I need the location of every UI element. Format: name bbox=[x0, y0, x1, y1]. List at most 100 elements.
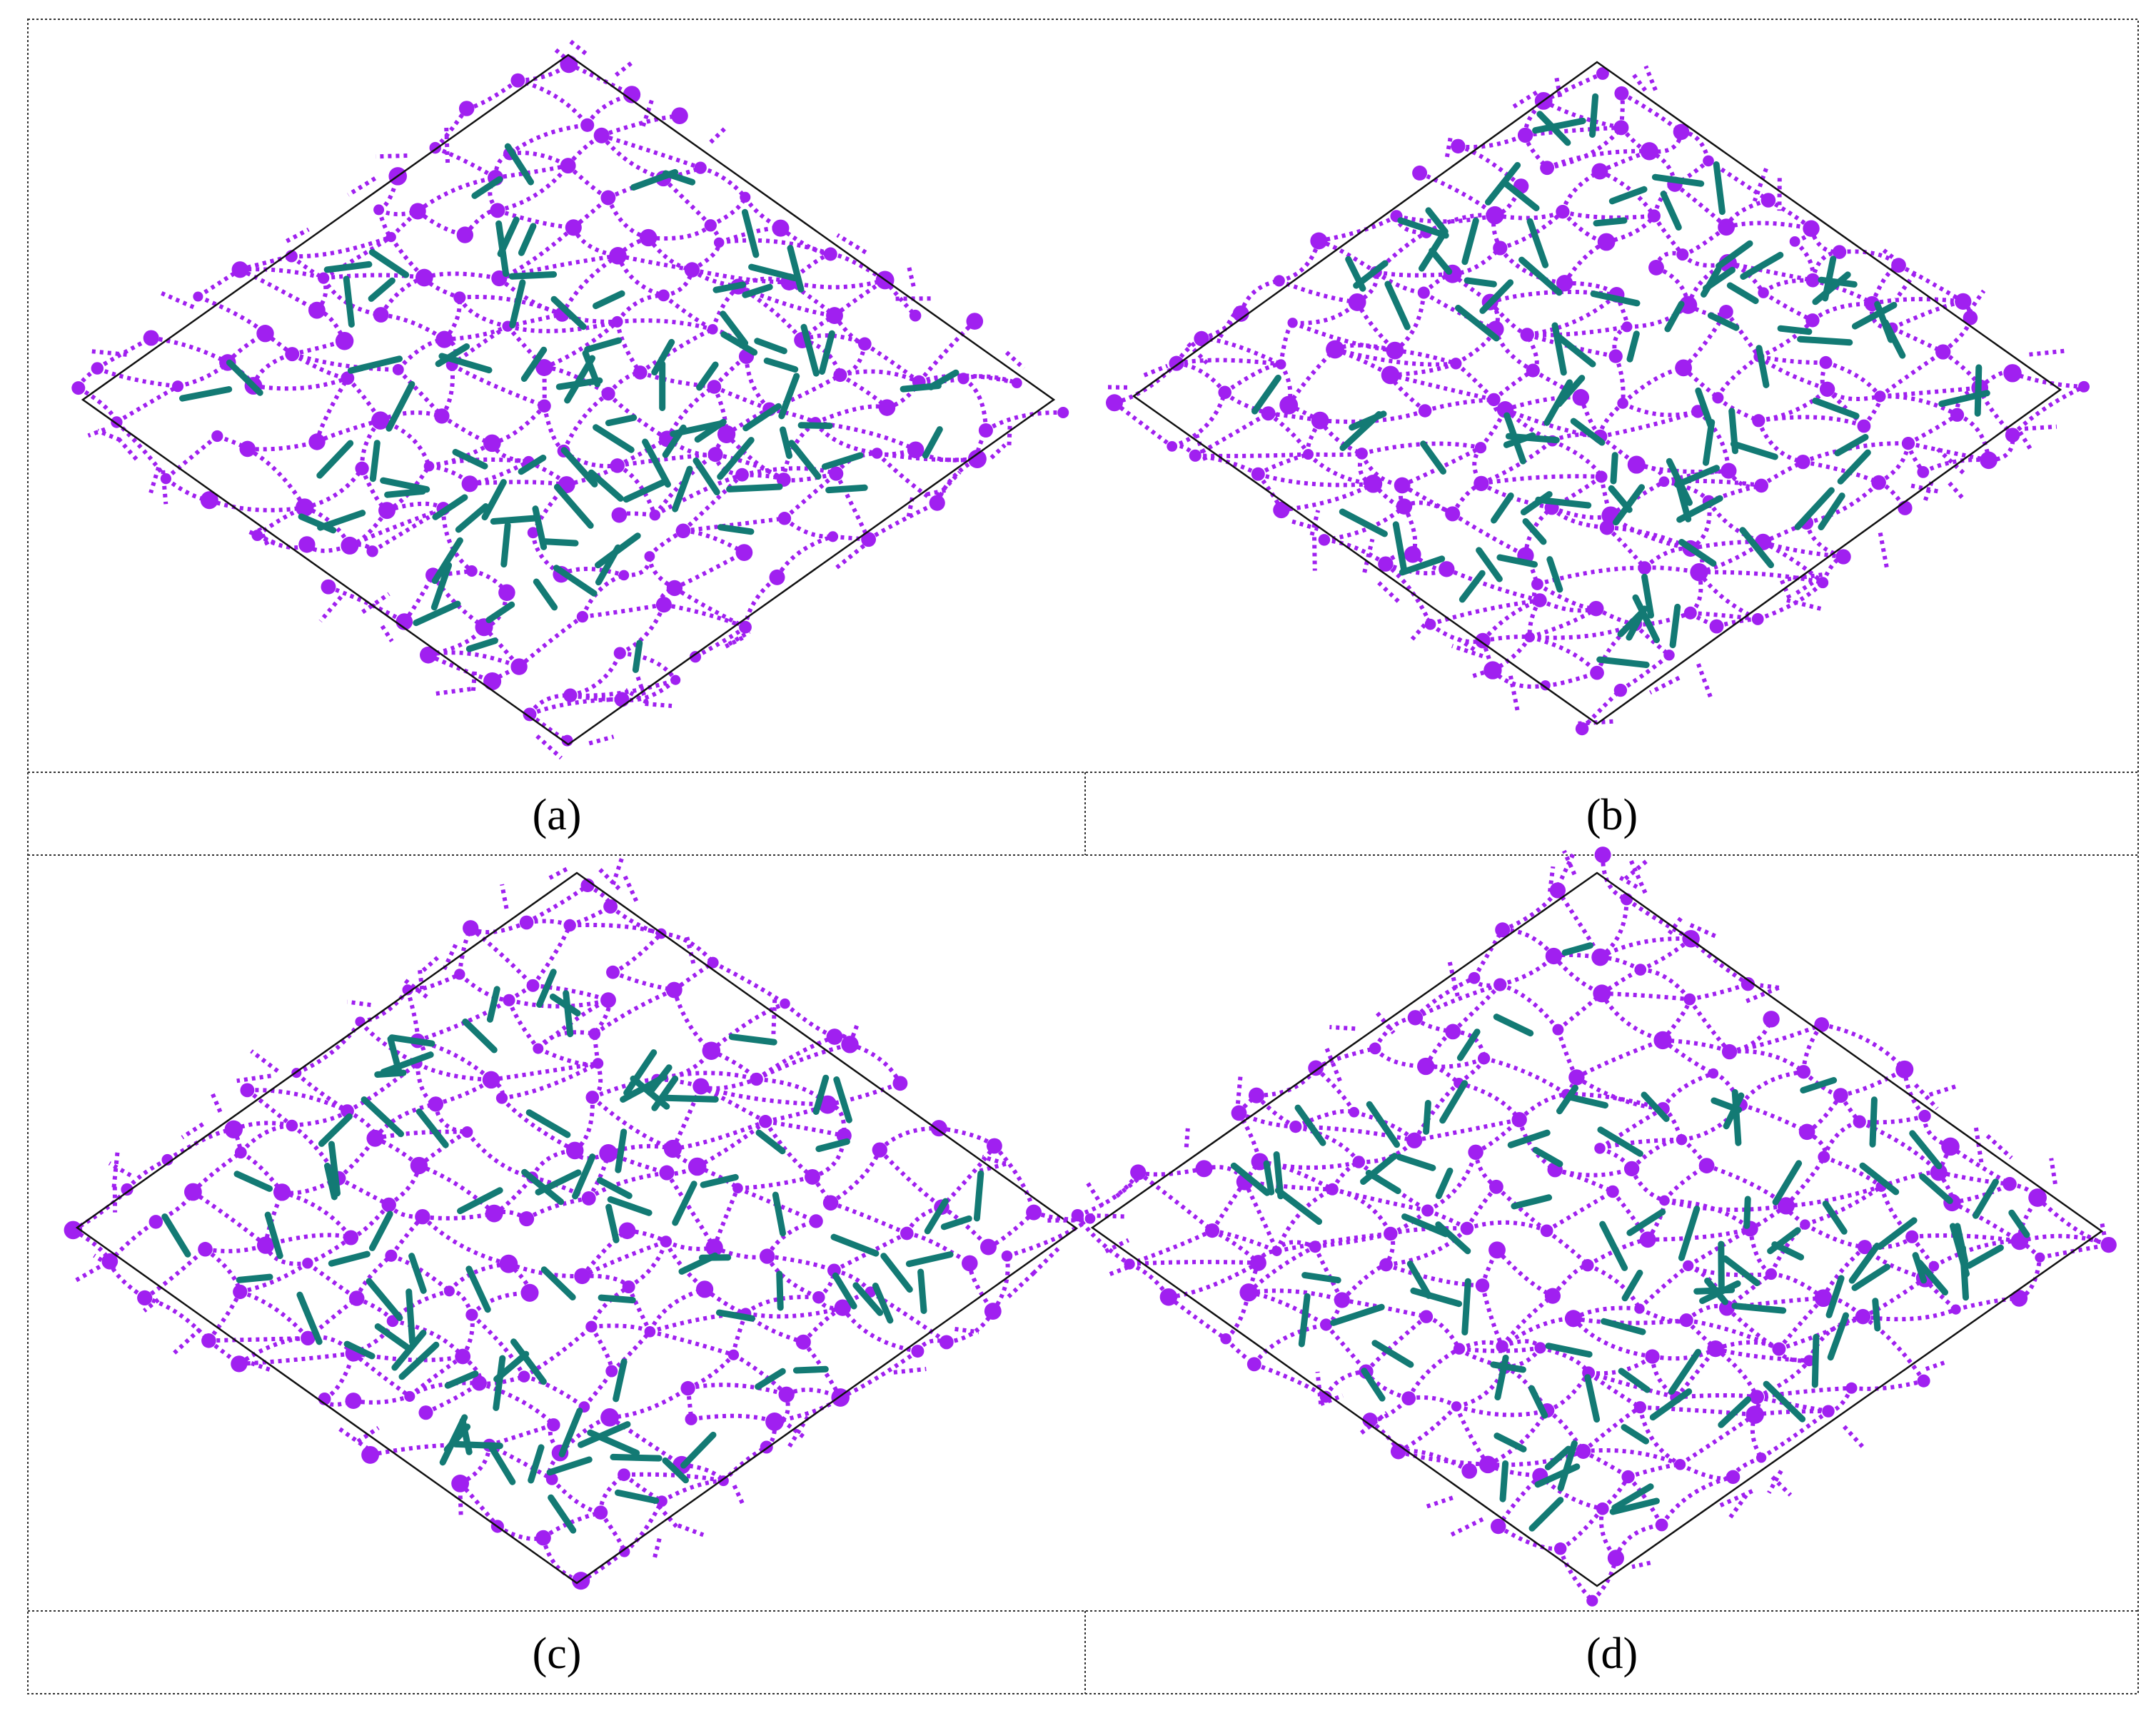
bond-chain bbox=[1821, 1022, 1907, 1071]
bond-chain bbox=[1716, 355, 1760, 399]
junction bbox=[91, 362, 104, 375]
bond-chain bbox=[1324, 1323, 1368, 1373]
bond-chain bbox=[1292, 300, 1359, 325]
rod bbox=[1797, 335, 1853, 346]
junction bbox=[308, 433, 326, 450]
rod bbox=[593, 424, 635, 453]
rod bbox=[1555, 333, 1596, 368]
junction bbox=[1289, 1120, 1302, 1133]
rod bbox=[1532, 1146, 1563, 1168]
bond-chain bbox=[1784, 1156, 1826, 1208]
bond-stub bbox=[2099, 1220, 2108, 1243]
junction bbox=[1596, 67, 1609, 80]
bond-chain bbox=[488, 1423, 555, 1447]
rod bbox=[1763, 1380, 1806, 1423]
junction bbox=[812, 1290, 825, 1304]
junction bbox=[735, 544, 753, 561]
bond-stub bbox=[1032, 1246, 1061, 1275]
junction bbox=[1540, 161, 1555, 176]
bond-chain bbox=[1760, 1409, 1830, 1460]
bond-chain bbox=[528, 697, 623, 717]
bond-chain bbox=[1601, 991, 1691, 1002]
rod bbox=[615, 1128, 628, 1173]
bond-chain bbox=[1726, 1295, 1824, 1310]
junction bbox=[231, 261, 248, 278]
bond-chain bbox=[239, 1290, 310, 1340]
rod bbox=[296, 1291, 323, 1345]
snapshots bbox=[64, 38, 2117, 1607]
junction bbox=[1663, 650, 1675, 661]
junction bbox=[769, 569, 785, 585]
junction bbox=[378, 502, 396, 520]
bond-stub bbox=[1786, 572, 1823, 582]
rod bbox=[1651, 173, 1705, 187]
bond-chain bbox=[745, 1305, 844, 1319]
bond-chain bbox=[1629, 1168, 1666, 1203]
rod bbox=[435, 343, 470, 368]
junction bbox=[1751, 612, 1764, 625]
rod bbox=[1490, 1361, 1526, 1373]
rod bbox=[1522, 518, 1547, 545]
rod bbox=[610, 1453, 663, 1462]
rod bbox=[324, 1163, 338, 1201]
junction bbox=[1475, 632, 1491, 649]
outer-border bbox=[27, 19, 2139, 1694]
bond-chain bbox=[459, 1445, 492, 1486]
bond-chain bbox=[570, 922, 663, 936]
bond-chain bbox=[207, 1338, 241, 1366]
bond-chain bbox=[756, 1077, 830, 1106]
bond-stub bbox=[1554, 77, 1563, 99]
junction bbox=[759, 1248, 775, 1264]
bond-chain bbox=[1911, 1233, 2020, 1243]
junction bbox=[560, 158, 576, 174]
bond-chain bbox=[1244, 1179, 1333, 1192]
junction bbox=[1683, 1260, 1694, 1272]
junction bbox=[410, 1156, 428, 1175]
rod bbox=[1425, 207, 1449, 235]
junction bbox=[1412, 165, 1428, 181]
rod bbox=[528, 1444, 545, 1484]
bond-chain bbox=[197, 294, 267, 335]
junction bbox=[713, 237, 725, 248]
junction bbox=[366, 1129, 384, 1147]
junction bbox=[461, 475, 478, 492]
bond-stub bbox=[143, 1298, 160, 1313]
junction bbox=[1534, 1342, 1546, 1354]
junction bbox=[857, 337, 872, 351]
bond-chain bbox=[737, 284, 835, 318]
bond-chain bbox=[496, 1524, 544, 1541]
bond-chain bbox=[1295, 1124, 1415, 1143]
bond-chain bbox=[1663, 478, 1762, 488]
rod bbox=[525, 1109, 571, 1138]
rod bbox=[542, 538, 579, 547]
rod bbox=[1518, 256, 1563, 296]
bond-chain bbox=[710, 1001, 786, 1053]
bond-chain bbox=[1517, 1118, 1556, 1172]
bond-stub bbox=[725, 635, 746, 649]
junction bbox=[1591, 163, 1608, 180]
bond-chain bbox=[620, 651, 677, 682]
bond-chain bbox=[354, 1254, 393, 1300]
bond-chain bbox=[1599, 476, 1613, 517]
bond-chain bbox=[1458, 1081, 1521, 1121]
junction bbox=[1334, 1292, 1350, 1308]
junction bbox=[1595, 470, 1608, 483]
bond-chain bbox=[1424, 397, 1494, 413]
bond-chain bbox=[1599, 409, 1699, 439]
rod bbox=[388, 1034, 435, 1047]
bond-chain bbox=[441, 508, 473, 573]
rod bbox=[812, 1074, 830, 1115]
snapshot bbox=[1043, 847, 2117, 1607]
bond-chain bbox=[610, 1330, 652, 1373]
junction bbox=[1130, 1164, 1147, 1181]
rod bbox=[800, 323, 820, 377]
bond-chain bbox=[1278, 278, 1358, 305]
rod bbox=[490, 515, 538, 525]
junction bbox=[1220, 1333, 1231, 1345]
junction bbox=[809, 1214, 823, 1228]
bond-chain bbox=[523, 1325, 593, 1379]
rod bbox=[700, 1173, 739, 1188]
junction bbox=[1167, 441, 1178, 452]
rod bbox=[1361, 1368, 1386, 1402]
rod bbox=[1772, 1160, 1803, 1206]
